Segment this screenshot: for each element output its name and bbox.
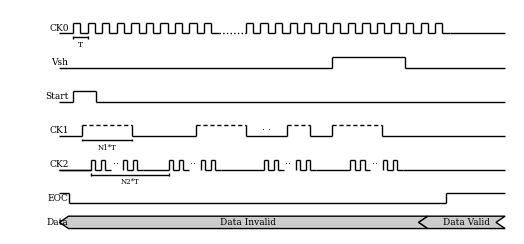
Text: CK2: CK2 [49,160,69,169]
Text: Data Valid: Data Valid [443,218,490,227]
Text: Data Invalid: Data Invalid [220,218,276,227]
Text: ··: ·· [113,159,122,169]
Text: T: T [78,41,83,49]
Text: N2*T: N2*T [121,178,139,186]
Text: ··: ·· [286,159,294,169]
Polygon shape [59,216,428,229]
Text: Start: Start [45,92,69,101]
Text: CK0: CK0 [49,24,69,33]
Polygon shape [419,216,505,229]
Text: · ·: · · [262,125,271,135]
Text: Data: Data [47,218,69,227]
Text: Vsh: Vsh [51,58,69,67]
Text: EOC: EOC [48,194,69,203]
Text: CK1: CK1 [49,126,69,135]
Text: N1*T: N1*T [98,144,116,152]
Text: ··: ·· [190,159,199,169]
Text: ··: ·· [372,159,381,169]
